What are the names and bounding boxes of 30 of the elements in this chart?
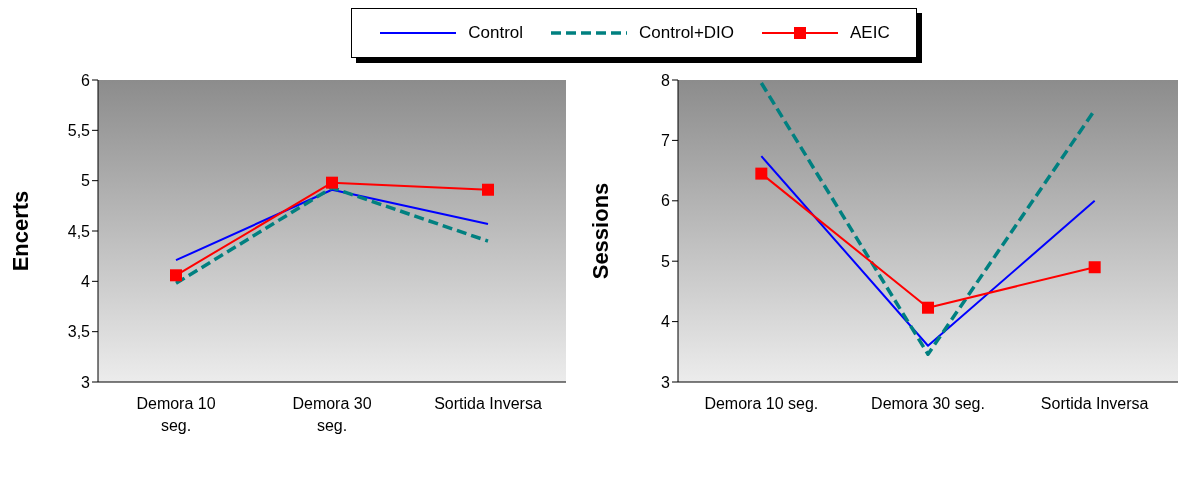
- x-tick-label: Demora 10 seg.: [704, 395, 819, 413]
- y-tick-label: 4: [661, 313, 671, 331]
- y-tick-label: 3: [661, 373, 671, 391]
- y-tick-label: 3,5: [67, 323, 91, 341]
- point: [170, 269, 182, 282]
- x-tick-label: Sortida Inversa: [1040, 395, 1149, 413]
- y-tick-label: 5,5: [67, 122, 91, 140]
- point: [482, 183, 494, 196]
- y-tick-label: 7: [661, 132, 671, 150]
- y-tick-label: 8: [661, 71, 671, 89]
- y-axis-title: Sessions: [587, 182, 613, 280]
- x-tick-label: Sortida Inversa: [434, 395, 542, 413]
- point: [922, 301, 934, 314]
- point: [1088, 261, 1101, 274]
- y-tick-label: 6: [81, 71, 91, 89]
- x-tick-label: Demora 30 seg.: [292, 395, 372, 435]
- x-tick-label: Demora 10 seg.: [136, 395, 216, 435]
- point: [326, 176, 338, 189]
- y-tick-label: 5: [81, 172, 91, 190]
- y-tick-label: 4: [81, 273, 91, 291]
- y-tick-label: 3: [81, 373, 91, 391]
- y-tick-label: 4,5: [67, 222, 91, 240]
- y-tick-label: 5: [661, 252, 671, 270]
- point: [755, 167, 768, 180]
- legend-label: Control+DIO: [639, 23, 735, 43]
- legend-label: Control: [468, 23, 524, 43]
- x-tick-label: Demora 30 seg.: [871, 395, 985, 413]
- y-axis-title: Encerts: [7, 190, 33, 272]
- legend-label: AEIC: [850, 23, 890, 43]
- y-tick-label: 6: [661, 192, 671, 210]
